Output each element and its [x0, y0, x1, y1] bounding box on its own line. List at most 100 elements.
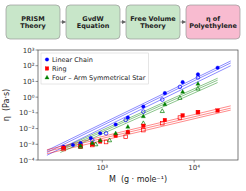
- x-tick-label: 10⁴: [188, 164, 200, 172]
- y-tick-label: 10⁻³: [19, 141, 35, 149]
- point: [163, 91, 167, 95]
- legend-marker: [45, 67, 49, 71]
- point: [71, 143, 75, 147]
- y-tick: [36, 81, 39, 82]
- point: [114, 123, 118, 127]
- flow-label: GvdWEquation: [77, 15, 110, 31]
- x-tick: [102, 160, 103, 163]
- y-tick-label: 10³: [23, 47, 35, 55]
- point: [78, 144, 82, 148]
- point: [89, 136, 93, 140]
- flow-label-line: Equation: [77, 22, 110, 30]
- point: [181, 89, 185, 93]
- legend-label: Ring: [52, 65, 67, 73]
- flow-diagram: PRISMTheoryGvdWEquationFree VolumeTheory…: [6, 5, 240, 39]
- point: [142, 105, 146, 109]
- point: [62, 146, 66, 150]
- x-tick: [194, 160, 195, 163]
- flow-box: [126, 5, 180, 39]
- point: [178, 96, 182, 100]
- flow-label: PRISMTheory: [20, 15, 46, 31]
- flow-label-line: Theory: [140, 22, 166, 30]
- trend-line: [60, 80, 217, 150]
- point: [104, 132, 108, 136]
- y-tick: [36, 160, 39, 161]
- point: [78, 144, 82, 148]
- point-series: [78, 82, 200, 148]
- point: [107, 138, 111, 142]
- point: [142, 124, 146, 128]
- point: [196, 86, 200, 90]
- point: [62, 146, 66, 150]
- y-tick-label: 10¹: [23, 78, 35, 86]
- point: [163, 118, 167, 122]
- point: [178, 85, 182, 89]
- point: [98, 132, 102, 136]
- flow-box: [66, 5, 120, 39]
- y-tick: [36, 128, 39, 129]
- point: [160, 109, 164, 113]
- point: [196, 110, 200, 114]
- trend-line: [47, 66, 231, 156]
- point: [124, 135, 128, 139]
- point: [163, 102, 167, 106]
- y-tick: [36, 65, 39, 66]
- axes: 10³10⁴10⁻⁴10⁻³10⁻²10⁻¹10⁰10¹10²10³M (g ·…: [2, 47, 200, 185]
- legend-marker: [45, 58, 49, 62]
- point: [196, 73, 200, 77]
- flow-label-line: Theory: [20, 22, 46, 30]
- trend-line: [47, 110, 231, 154]
- y-tick-label: 10⁻²: [19, 125, 35, 133]
- y-tick-label: 10⁰: [23, 94, 35, 102]
- legend-label: Four – Arm Symmetrical Star: [52, 74, 146, 82]
- point: [94, 142, 98, 146]
- flow-arrow: [61, 22, 66, 23]
- point: [196, 82, 200, 86]
- point-series: [62, 76, 200, 150]
- point-series: [62, 109, 220, 150]
- point: [90, 141, 94, 145]
- flow-box: [186, 5, 240, 39]
- point: [141, 114, 145, 118]
- flow-arrow: [181, 22, 186, 23]
- trend-line: [47, 61, 231, 151]
- flow-label: η ofPolyethylene: [189, 15, 237, 31]
- y-tick: [36, 112, 39, 113]
- trend-line: [47, 63, 231, 153]
- trend-line: [60, 78, 217, 149]
- y-tick-label: 10⁻⁴: [19, 157, 35, 165]
- y-tick-label: 10²: [23, 62, 35, 70]
- point: [126, 130, 130, 134]
- data: [47, 61, 231, 155]
- x-axis-label: M (g · mole⁻¹): [109, 175, 167, 184]
- point: [160, 98, 164, 102]
- point: [196, 110, 200, 114]
- trend-line: [47, 108, 231, 151]
- legend: Linear ChainRingFour – Arm Symmetrical S…: [41, 53, 148, 84]
- point-series: [78, 86, 200, 148]
- plot-frame: [38, 50, 238, 160]
- legend-marker: [45, 75, 49, 79]
- flow-label-line: Polyethylene: [189, 22, 237, 30]
- y-tick: [36, 97, 39, 98]
- legend-label: Linear Chain: [52, 56, 93, 64]
- x-tick-label: 10³: [96, 164, 108, 172]
- point: [126, 116, 130, 120]
- y-tick-label: 10⁻¹: [19, 109, 35, 117]
- point: [126, 124, 130, 128]
- flow-box: [6, 5, 60, 39]
- y-tick: [36, 50, 39, 51]
- point-series: [62, 110, 200, 150]
- point: [98, 138, 102, 142]
- point: [79, 144, 83, 148]
- chart: PRISMTheoryGvdWEquationFree VolumeTheory…: [0, 0, 246, 191]
- flow-arrow: [121, 22, 126, 23]
- point: [181, 113, 185, 117]
- trend-line: [47, 106, 231, 150]
- point: [142, 110, 146, 114]
- point: [142, 128, 146, 132]
- y-tick: [36, 144, 39, 145]
- legend-frame: [41, 53, 148, 84]
- point: [216, 66, 220, 70]
- point: [181, 80, 185, 84]
